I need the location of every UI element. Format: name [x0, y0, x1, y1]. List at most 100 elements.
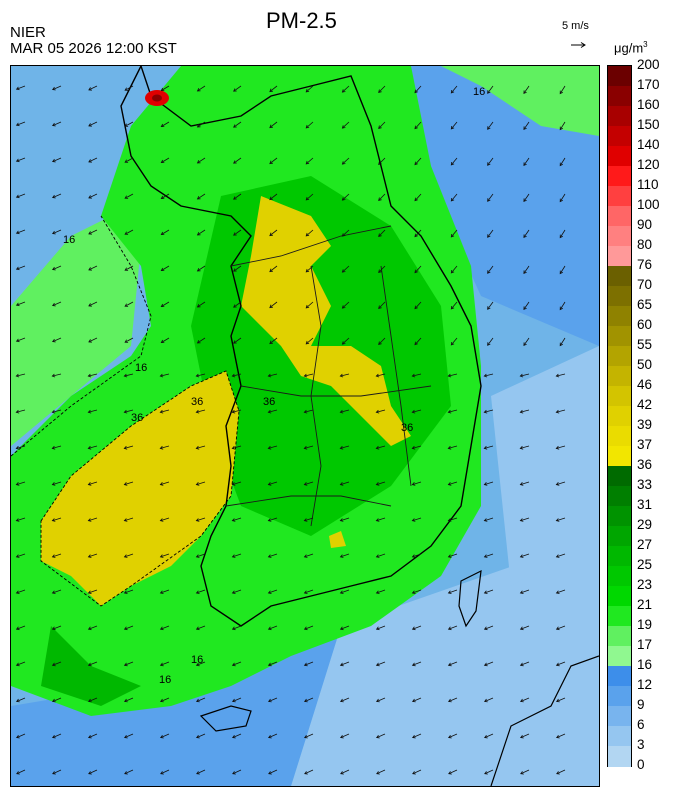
- wind-arrow-head: [233, 124, 237, 128]
- wind-arrow: [124, 301, 134, 307]
- colorbar-tick-label: 42: [637, 397, 653, 412]
- wind-arrow: [52, 661, 62, 666]
- colorbar-segment: [608, 186, 631, 207]
- wind-arrow: [340, 409, 350, 413]
- colorbar-segment: [608, 486, 631, 507]
- wind-arrow: [196, 481, 206, 485]
- wind-arrow-head: [450, 89, 455, 94]
- wind-arrow: [124, 445, 134, 449]
- wind-arrow-head: [414, 233, 418, 238]
- colorbar-segment: [608, 286, 631, 307]
- colorbar-segment: [608, 106, 631, 127]
- wind-arrow-head: [305, 88, 310, 93]
- wind-arrow: [160, 553, 170, 558]
- wind-arrow-head: [483, 373, 488, 378]
- wind-arrow: [520, 445, 530, 449]
- wind-arrow: [233, 229, 242, 236]
- wind-arrow: [340, 769, 350, 775]
- wind-arrow-head: [303, 482, 308, 486]
- wind-arrow-head: [339, 734, 344, 739]
- contour-label-16-e: 16: [473, 86, 486, 98]
- wind-arrow-head: [304, 771, 308, 775]
- wind-arrow: [268, 589, 278, 594]
- wind-arrow: [197, 157, 206, 164]
- wind-arrow-head: [15, 302, 20, 307]
- wind-arrow-head: [341, 197, 346, 201]
- wind-arrow: [160, 589, 170, 594]
- colorbar-segment: [608, 266, 631, 287]
- colorbar-tick-label: 19: [637, 617, 653, 632]
- wind-arrow-head: [160, 339, 165, 344]
- wind-arrow: [414, 265, 422, 273]
- wind-arrow-head: [555, 698, 560, 703]
- wind-arrow: [414, 121, 422, 129]
- wind-arrow: [52, 193, 62, 198]
- wind-arrow: [52, 409, 62, 413]
- wind-arrow: [124, 697, 134, 702]
- contour-label-36-c: 36: [401, 422, 414, 434]
- map-canvas: [11, 66, 599, 786]
- wind-arrow-head: [51, 373, 56, 378]
- wind-arrow: [16, 229, 26, 234]
- wind-arrow: [268, 409, 278, 413]
- wind-arrow: [342, 121, 350, 129]
- wind-arrow: [487, 85, 494, 94]
- wind-arrow-head: [88, 195, 92, 199]
- wind-arrow: [196, 625, 206, 630]
- colorbar-tick-label: 25: [637, 557, 653, 572]
- wind-arrow: [160, 445, 170, 449]
- wind-arrow-head: [339, 554, 344, 558]
- wind-arrow-head: [483, 409, 488, 414]
- sea-light-zone-east: [491, 346, 599, 586]
- wind-arrow: [16, 481, 26, 485]
- wind-arrow: [232, 697, 242, 702]
- wind-arrow: [160, 409, 170, 413]
- contour-label-16-b: 16: [135, 362, 148, 374]
- wind-arrow-head: [414, 305, 418, 310]
- wind-arrow-head: [303, 373, 308, 378]
- wind-arrow: [305, 121, 314, 129]
- wind-arrow: [520, 733, 530, 738]
- wind-arrow: [268, 733, 278, 738]
- wind-arrow-head: [484, 771, 488, 775]
- colorbar-segment: [608, 366, 631, 387]
- wind-arrow-head: [519, 734, 524, 739]
- wind-arrow: [232, 769, 242, 775]
- wind-arrow: [556, 481, 566, 485]
- wind-arrow: [340, 625, 350, 630]
- colorbar-segment: [608, 406, 631, 427]
- wind-arrow: [520, 625, 530, 630]
- wind-arrow-head: [87, 662, 92, 667]
- wind-arrow: [376, 733, 386, 738]
- wind-arrow: [161, 193, 170, 199]
- colorbar-segment: [608, 726, 631, 747]
- sea-west-band: [11, 216, 141, 446]
- wind-arrow-head: [87, 482, 92, 486]
- wind-arrow: [161, 157, 170, 163]
- wind-arrow: [412, 409, 422, 413]
- wind-arrow: [450, 157, 458, 166]
- wind-arrow-head: [231, 445, 236, 450]
- wind-arrow-head: [376, 771, 380, 775]
- wind-arrow: [414, 85, 422, 93]
- wind-arrow: [559, 229, 566, 238]
- agency-label: NIER: [10, 24, 46, 41]
- wind-arrow-head: [196, 124, 201, 128]
- wind-arrow: [412, 373, 422, 377]
- wind-arrow-head: [15, 122, 20, 127]
- wind-arrow-head: [160, 195, 165, 200]
- wind-arrow-head: [483, 662, 488, 667]
- wind-arrow: [523, 121, 530, 130]
- wind-arrow-head: [233, 88, 237, 92]
- wind-scale-arrow-icon: [570, 36, 590, 54]
- wind-arrow-head: [195, 445, 200, 450]
- wind-arrow-head: [15, 158, 20, 163]
- wind-arrow-head: [411, 409, 416, 414]
- colorbar-segment: [608, 506, 631, 527]
- wind-arrow-head: [375, 373, 380, 378]
- wind-arrow-head: [88, 231, 92, 235]
- colorbar-tick-label: 90: [637, 217, 653, 232]
- wind-arrow: [161, 337, 170, 343]
- wind-arrow: [160, 661, 170, 666]
- wind-arrow-head: [51, 445, 56, 450]
